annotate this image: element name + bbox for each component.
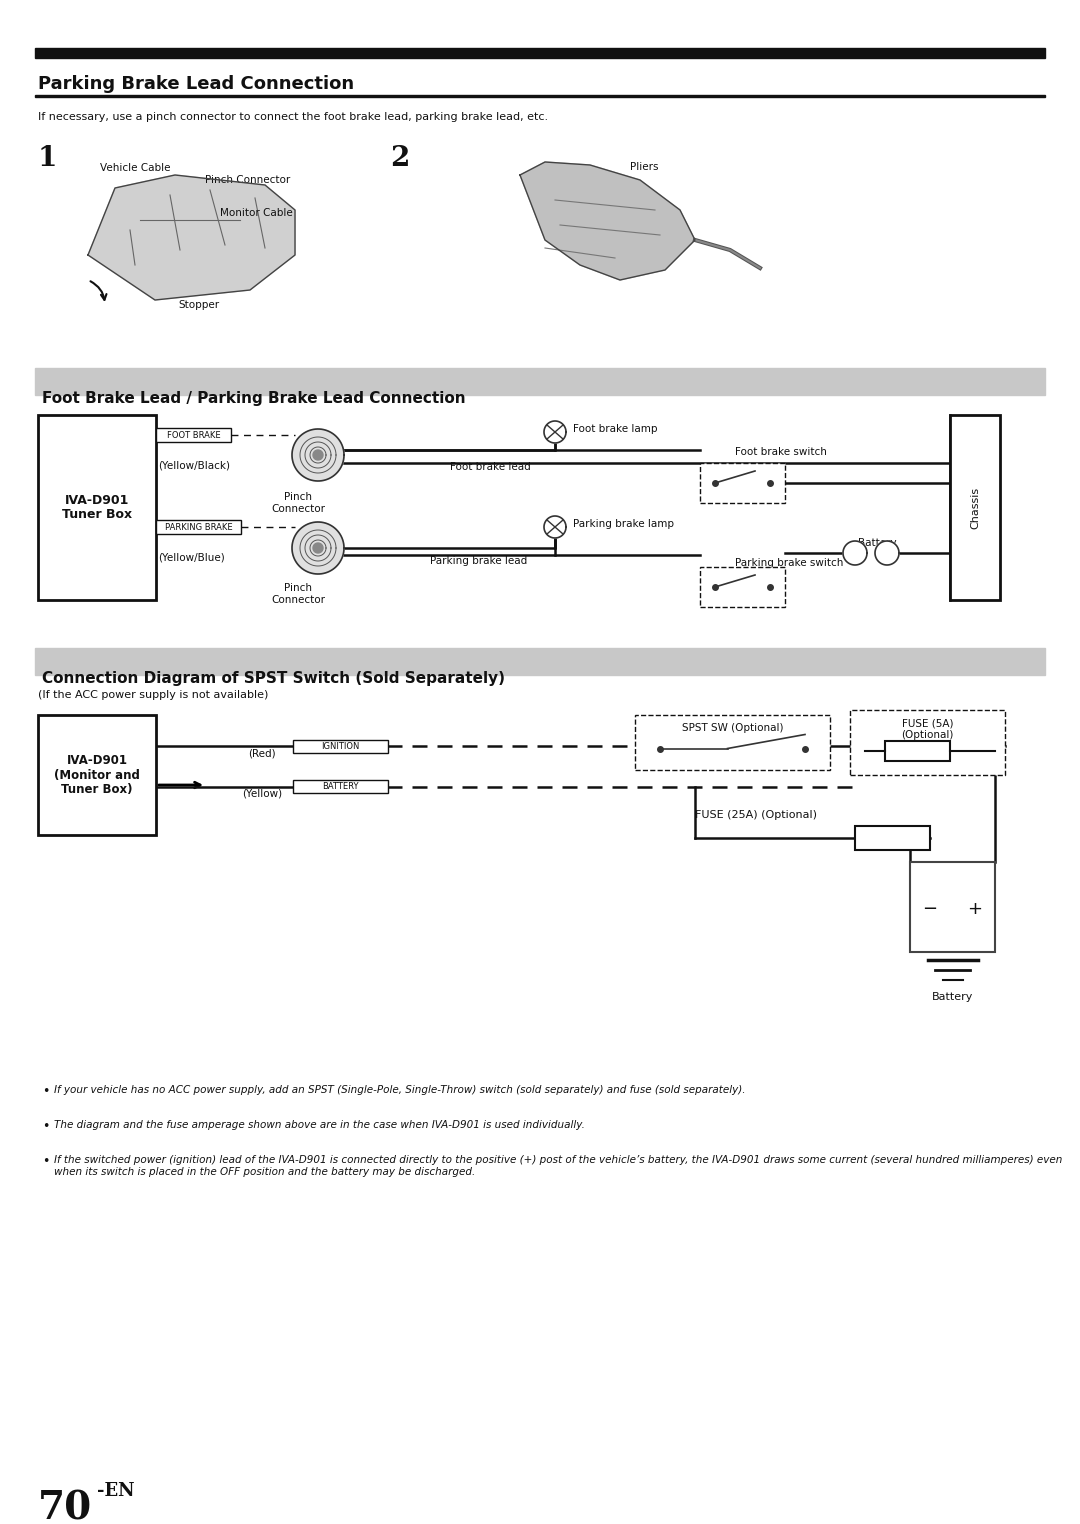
Polygon shape [875, 541, 899, 565]
Text: Battery: Battery [858, 538, 896, 549]
Text: (If the ACC power supply is not available): (If the ACC power supply is not availabl… [38, 690, 268, 700]
Text: Pliers: Pliers [630, 162, 659, 172]
Text: (Yellow): (Yellow) [242, 788, 282, 799]
Text: Parking brake lamp: Parking brake lamp [573, 520, 674, 529]
Text: Parking brake switch: Parking brake switch [735, 558, 843, 568]
Text: Pinch
Connector: Pinch Connector [271, 492, 325, 514]
Text: FUSE (5A): FUSE (5A) [902, 719, 954, 728]
Bar [950, 415, 1000, 600]
Bar [38, 715, 156, 835]
Text: Parking Brake Lead Connection: Parking Brake Lead Connection [38, 75, 354, 93]
Text: Connection Diagram of SPST Switch (Sold Separately): Connection Diagram of SPST Switch (Sold … [42, 671, 505, 686]
Text: FUSE (25A) (Optional): FUSE (25A) (Optional) [696, 809, 816, 820]
Bar [156, 428, 231, 442]
Bar [35, 367, 1045, 395]
Polygon shape [843, 541, 867, 565]
Text: 1: 1 [38, 145, 57, 172]
Bar [910, 863, 995, 952]
Text: Pinch
Connector: Pinch Connector [271, 584, 325, 605]
Polygon shape [292, 523, 345, 575]
Bar [700, 567, 785, 607]
Text: Vehicle Cable: Vehicle Cable [100, 163, 171, 174]
Bar [35, 648, 1045, 675]
Polygon shape [519, 162, 696, 280]
Text: •: • [42, 1155, 50, 1167]
Text: FOOT BRAKE: FOOT BRAKE [166, 430, 220, 439]
Text: 70: 70 [38, 1490, 92, 1524]
Bar [850, 710, 1005, 776]
Text: 2: 2 [390, 145, 409, 172]
Text: SPST SW (Optional): SPST SW (Optional) [681, 722, 783, 733]
Text: •: • [42, 1085, 50, 1097]
Text: •: • [42, 1120, 50, 1132]
Text: Parking brake lead: Parking brake lead [430, 556, 527, 565]
Text: If your vehicle has no ACC power supply, add an SPST (Single-Pole, Single-Throw): If your vehicle has no ACC power supply,… [54, 1085, 745, 1096]
Text: Chassis: Chassis [970, 486, 980, 529]
Text: −: − [922, 901, 937, 917]
Polygon shape [87, 175, 295, 300]
Bar [35, 94, 1045, 98]
Text: Battery: Battery [932, 992, 973, 1001]
Text: Stopper: Stopper [178, 300, 219, 309]
Bar [700, 463, 785, 503]
Text: +: + [968, 901, 983, 917]
Text: PARKING BRAKE: PARKING BRAKE [164, 523, 232, 532]
Polygon shape [313, 543, 323, 553]
Text: Foot Brake Lead / Parking Brake Lead Connection: Foot Brake Lead / Parking Brake Lead Con… [42, 392, 465, 405]
Text: (Yellow/Blue): (Yellow/Blue) [158, 552, 225, 562]
Polygon shape [544, 421, 566, 443]
Text: Monitor Cable: Monitor Cable [220, 207, 293, 218]
Text: IVA-D901
Tuner Box: IVA-D901 Tuner Box [62, 494, 132, 521]
Text: (Optional): (Optional) [902, 730, 954, 741]
Text: The diagram and the fuse amperage shown above are in the case when IVA-D901 is u: The diagram and the fuse amperage shown … [54, 1120, 585, 1129]
Text: Foot brake switch: Foot brake switch [735, 447, 827, 457]
Text: If necessary, use a pinch connector to connect the foot brake lead, parking brak: If necessary, use a pinch connector to c… [38, 111, 549, 122]
Text: BATTERY: BATTERY [322, 782, 359, 791]
Text: If the switched power (ignition) lead of the IVA-D901 is connected directly to t: If the switched power (ignition) lead of… [54, 1155, 1063, 1177]
Bar [293, 741, 388, 753]
Text: (Red): (Red) [248, 748, 275, 757]
Bar [156, 520, 241, 533]
Bar [38, 415, 156, 600]
Text: -EN: -EN [97, 1481, 135, 1500]
Bar [293, 780, 388, 792]
Text: IGNITION: IGNITION [321, 742, 360, 751]
Bar [635, 715, 831, 770]
Text: IVA-D901
(Monitor and
Tuner Box): IVA-D901 (Monitor and Tuner Box) [54, 753, 140, 797]
Text: Foot brake lead: Foot brake lead [450, 462, 530, 472]
Bar [35, 47, 1045, 58]
Text: (Yellow/Black): (Yellow/Black) [158, 460, 230, 469]
Text: Foot brake lamp: Foot brake lamp [573, 424, 658, 434]
Polygon shape [313, 450, 323, 460]
Bar [885, 741, 950, 760]
Polygon shape [292, 428, 345, 482]
Polygon shape [544, 517, 566, 538]
Bar [855, 826, 930, 850]
Text: Pinch Connector: Pinch Connector [205, 175, 291, 184]
